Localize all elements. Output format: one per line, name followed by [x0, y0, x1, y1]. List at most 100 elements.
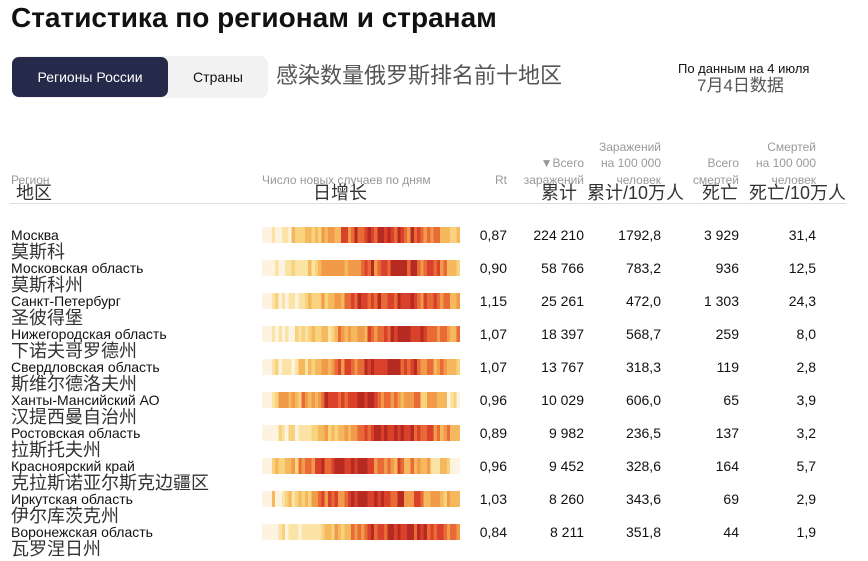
cell: 12,5 — [788, 260, 816, 276]
cell: 65 — [723, 392, 739, 408]
cell: 606,0 — [625, 392, 661, 408]
cell: 0,87 — [479, 227, 507, 243]
column-header: Всего смертей — [692, 156, 739, 187]
tabs: Регионы России Страны — [12, 56, 268, 98]
region-name-zh: 瓦罗涅日州 — [11, 539, 101, 559]
date-note-zh: 7月4日数据 — [697, 76, 784, 95]
region-name: Свердловская область — [11, 359, 160, 375]
cell: 0,90 — [479, 260, 507, 276]
cell: 568,7 — [625, 326, 661, 342]
cell: 224 210 — [533, 227, 584, 243]
heat-strip — [262, 392, 460, 408]
column-header-zh: 死亡/10万人 — [748, 183, 846, 203]
cell: 44 — [723, 524, 739, 540]
region-name: Санкт-Петербург — [11, 293, 121, 309]
cell: 2,8 — [796, 359, 816, 375]
cell: 318,3 — [625, 359, 661, 375]
cell: 0,84 — [479, 524, 507, 540]
region-name-zh: 莫斯科 — [11, 242, 65, 262]
cell: 8,0 — [796, 326, 816, 342]
title: Статистика по регионам и странам — [11, 2, 497, 33]
cell: 328,6 — [625, 458, 661, 474]
region-name-zh: 下诺夫哥罗德州 — [11, 341, 137, 361]
cell: 164 — [715, 458, 739, 474]
date-note: По данным на 4 июля — [678, 61, 810, 76]
cell: 1,07 — [479, 359, 507, 375]
cell: 9 452 — [548, 458, 584, 474]
cell: 3,9 — [796, 392, 816, 408]
cell: 0,89 — [479, 425, 507, 441]
heat-strip — [262, 260, 460, 276]
tab[interactable]: Регионы России — [12, 57, 168, 97]
cell: 8 211 — [550, 524, 584, 540]
cell: 1,07 — [479, 326, 507, 342]
cell: 0,96 — [479, 458, 507, 474]
cell: 25 261 — [541, 293, 584, 309]
cell: 13 767 — [541, 359, 584, 375]
cell: 936 — [715, 260, 739, 276]
column-header: Число новых случаев по дням — [262, 172, 431, 187]
region-name: Воронежская область — [11, 524, 153, 540]
cell: 24,3 — [788, 293, 816, 309]
cell: 1792,8 — [618, 227, 661, 243]
tab[interactable]: Страны — [193, 69, 243, 85]
cell: 472,0 — [625, 293, 661, 309]
region-name: Московская область — [11, 260, 144, 276]
cell: 351,8 — [625, 524, 661, 540]
heat-strip — [262, 227, 460, 243]
column-header-zh: 累计/10万人 — [586, 183, 684, 203]
cell: 10 029 — [541, 392, 584, 408]
cell: 1 303 — [703, 293, 739, 309]
cell: 2,9 — [796, 491, 816, 507]
region-name-zh: 圣彼得堡 — [11, 308, 83, 328]
heat-strip — [262, 458, 460, 474]
heat-strip — [262, 491, 460, 507]
heat-strip — [262, 425, 460, 441]
region-name-zh: 斯维尔德洛夫州 — [11, 374, 137, 394]
annotation: 感染数量俄罗斯排名前十地区 — [276, 63, 563, 88]
cell: 69 — [723, 491, 739, 507]
column-header-zh: 日增长 — [313, 183, 367, 203]
cell: 783,2 — [625, 260, 661, 276]
region-name-zh: 伊尔库茨克州 — [11, 506, 119, 526]
region-name: Иркутская область — [11, 491, 133, 507]
cell: 236,5 — [625, 425, 661, 441]
cell: 343,6 — [625, 491, 661, 507]
region-name: Ханты-Мансийский АО — [11, 392, 160, 408]
column-header-zh: 死亡 — [702, 183, 738, 203]
cell: 1,15 — [479, 293, 507, 309]
heat-strip — [262, 359, 460, 375]
cell: 58 766 — [541, 260, 584, 276]
cell: 18 397 — [541, 326, 584, 342]
column-header: Смертей на 100 000 человек — [755, 139, 816, 187]
column-header: Rt — [495, 172, 507, 187]
column-header: ▼Всего заражений — [523, 156, 584, 187]
region-name-zh: 汉提西曼自治州 — [11, 407, 137, 427]
cell: 9 982 — [548, 425, 584, 441]
region-name-zh: 莫斯科州 — [11, 275, 83, 295]
cell: 3,2 — [796, 425, 816, 441]
column-header: Заражений на 100 000 человек — [598, 139, 661, 187]
column-header-zh: 地区 — [16, 183, 52, 203]
cell: 0,96 — [479, 392, 507, 408]
heat-strip — [262, 293, 460, 309]
heat-strip — [262, 524, 460, 540]
cell: 8 260 — [548, 491, 584, 507]
region-name: Ростовская область — [11, 425, 141, 441]
region-name-zh: 拉斯托夫州 — [11, 440, 101, 460]
separator — [10, 203, 846, 204]
cell: 259 — [715, 326, 739, 342]
column-header-zh: 累计 — [541, 183, 577, 203]
region-name: Красноярский край — [11, 458, 135, 474]
cell: 1,03 — [479, 491, 507, 507]
region-name: Москва — [11, 227, 59, 243]
column-header: Регион — [11, 172, 50, 187]
cell: 119 — [716, 359, 739, 375]
cell: 137 — [715, 425, 739, 441]
cell: 1,9 — [796, 524, 816, 540]
cell: 31,4 — [788, 227, 816, 243]
region-name: Нижегородская область — [11, 326, 167, 342]
cell: 5,7 — [796, 458, 816, 474]
cell: 3 929 — [703, 227, 739, 243]
